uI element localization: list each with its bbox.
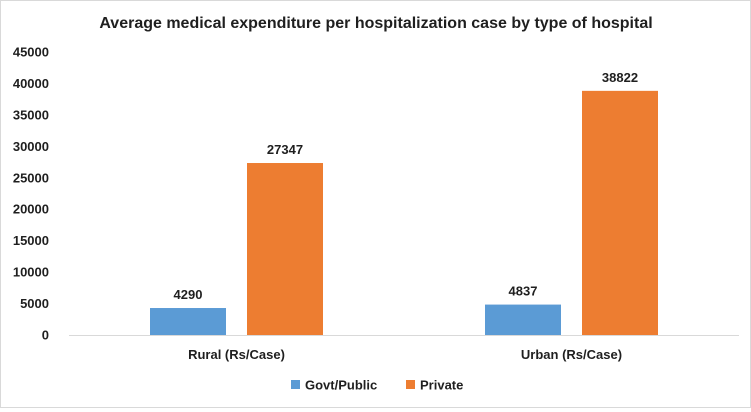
legend-item-private: Private	[406, 378, 463, 393]
data-label: 27347	[267, 142, 303, 157]
y-tick-label: 30000	[13, 139, 49, 154]
y-tick-label: 10000	[13, 265, 49, 280]
legend-label: Govt/Public	[305, 378, 377, 393]
chart-title: Average medical expenditure per hospital…	[99, 15, 652, 32]
data-label: 4290	[174, 287, 203, 302]
y-tick-label: 20000	[13, 202, 49, 217]
legend-item-govt-public: Govt/Public	[291, 378, 377, 393]
data-label: 4837	[509, 284, 538, 299]
y-tick-label: 25000	[13, 170, 49, 185]
y-axis: 0 5000 10000 15000 20000 25000 30000 35000 40000…	[13, 45, 49, 343]
bar-private-0	[247, 163, 323, 335]
y-tick-label: 35000	[13, 107, 49, 122]
legend-swatch	[406, 380, 415, 389]
bar-govt-public-0	[150, 308, 226, 335]
legend-swatch	[291, 380, 300, 389]
y-tick-label: 5000	[20, 296, 49, 311]
data-label: 38822	[602, 70, 638, 85]
y-tick-label: 45000	[13, 45, 49, 60]
bar-private-1	[582, 90, 658, 335]
legend: Govt/Public Private	[291, 378, 463, 393]
data-labels: 4290 27347 4837 38822	[174, 70, 639, 302]
legend-label: Private	[420, 378, 463, 393]
bars	[150, 90, 658, 335]
y-tick-label: 15000	[13, 233, 49, 248]
y-tick-label: 0	[42, 328, 49, 343]
x-category-label: Rural (Rs/Case)	[188, 347, 285, 362]
x-category-label: Urban (Rs/Case)	[521, 347, 622, 362]
x-axis: Rural (Rs/Case) Urban (Rs/Case)	[188, 347, 622, 362]
y-tick-label: 40000	[13, 76, 49, 91]
bar-govt-public-1	[485, 304, 561, 335]
